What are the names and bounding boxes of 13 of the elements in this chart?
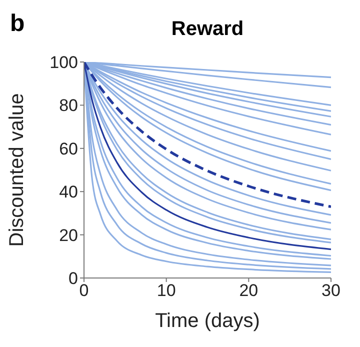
y-tick-label: 40 bbox=[59, 182, 78, 202]
text: b bbox=[10, 10, 25, 38]
x-axis-title: Time (days) bbox=[155, 310, 260, 332]
y-axis-title: Discounted value bbox=[6, 93, 28, 247]
y-tick-label: 0 bbox=[68, 269, 78, 288]
y-tick-label: 60 bbox=[59, 139, 78, 158]
x-tick-label: 20 bbox=[239, 281, 258, 300]
y-tick-label: 20 bbox=[59, 226, 78, 245]
chart-title: Reward bbox=[170, 18, 245, 41]
x-tick-label: 10 bbox=[156, 281, 176, 300]
y-tick-label: 100 bbox=[50, 53, 78, 72]
y-tick-label: 80 bbox=[59, 96, 78, 116]
x-tick-label: 30 bbox=[322, 281, 340, 300]
